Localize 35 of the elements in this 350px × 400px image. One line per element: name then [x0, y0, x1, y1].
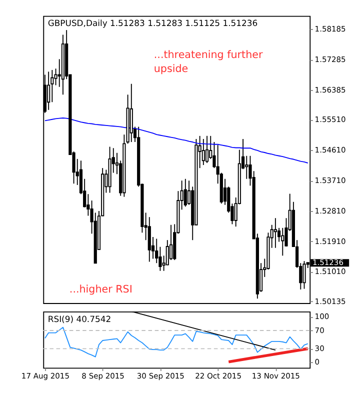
- candlestick: [274, 218, 277, 248]
- x-tick-label: 30 Sep 2015: [136, 372, 185, 381]
- y-tick-label: 1.56385: [314, 85, 346, 94]
- y-tick-label: 1.51910: [314, 236, 346, 246]
- y-tick-label: 1.52810: [314, 206, 346, 216]
- line-series: [44, 118, 308, 164]
- text: 1.51236: [312, 258, 344, 268]
- candlestick: [281, 227, 284, 256]
- candlestick: [148, 216, 151, 262]
- y-tick-label: 1.50135: [314, 296, 346, 306]
- x-tick-label: 22 Oct 2015: [195, 372, 242, 381]
- y-tick-label: 1.51010: [314, 267, 346, 276]
- y-tick-label: 70: [314, 326, 325, 335]
- x-tick-label: 13 Nov 2015: [252, 372, 300, 381]
- annotation: ...higher RSI: [69, 284, 132, 296]
- candlestick: [245, 155, 248, 180]
- x-tick-label: 17 Aug 2015: [21, 372, 70, 381]
- y-tick-label: 1.57285: [314, 55, 346, 64]
- y-tick-label: 1.55510: [314, 115, 346, 124]
- y-tick-label: 1.54610: [314, 145, 346, 154]
- candlestick: [302, 260, 306, 290]
- chart-title: RSI(9) 40.7542: [48, 314, 112, 324]
- y-tick-label: 1.58185: [314, 24, 346, 34]
- y-tick-label: 1.53710: [314, 176, 346, 185]
- candlestick: [184, 178, 187, 208]
- candlestick: [202, 138, 205, 166]
- y-tick-label: 100: [314, 312, 330, 322]
- y-tick-label: 30: [314, 344, 325, 354]
- annotation: ...threatening further upside: [154, 49, 264, 76]
- y-tick-label: 0: [314, 358, 320, 367]
- chart-title: GBPUSD,Daily 1.51283 1.51283 1.51125 1.51236: [48, 18, 258, 28]
- candlestick: [205, 135, 209, 164]
- line-series: [44, 326, 308, 358]
- candlestick: [47, 71, 50, 110]
- x-tick-label: 8 Sep 2015: [82, 372, 125, 381]
